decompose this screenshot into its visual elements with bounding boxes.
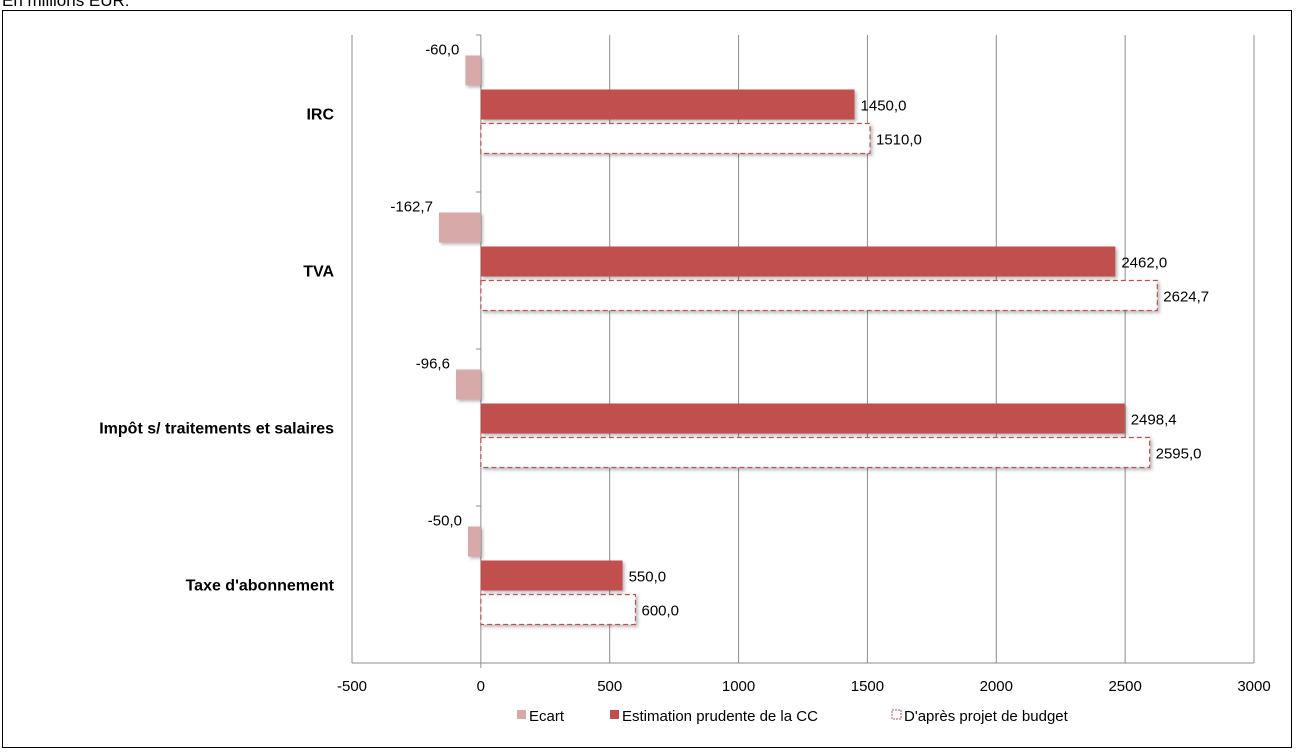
bar (480, 246, 1116, 277)
legend-label: D'après projet de budget (904, 708, 1069, 725)
legend: Ecart Estimation prudente de la CC D'après… (517, 708, 1069, 725)
data-label: 2498,4 (1131, 412, 1177, 429)
x-tick-label: 500 (597, 678, 622, 695)
bar (480, 122, 871, 155)
legend-swatch (517, 710, 526, 719)
data-label: 1510,0 (876, 132, 922, 149)
chart-frame: -60,0 1450,0 1510,0 -162,7 2462,0 2624,7 -96,6… (2, 10, 1292, 748)
x-tick-labels: -500 0 500 1000 1500 2000 2500 3000 (337, 678, 1271, 695)
data-label: 1450,0 (861, 98, 907, 115)
data-labels: -60,0 1450,0 1510,0 -162,7 2462,0 2624,7 -96,6… (390, 42, 1209, 620)
bar (467, 526, 481, 557)
x-tick-label: 1000 (722, 678, 755, 695)
bar (455, 369, 481, 400)
data-label: 2595,0 (1156, 446, 1202, 463)
legend-swatch (891, 709, 902, 720)
category-label: IRC (306, 107, 334, 124)
bar (480, 403, 1125, 434)
data-label: 2624,7 (1163, 289, 1209, 306)
bar (480, 279, 1158, 312)
x-tick-label: 1500 (851, 678, 884, 695)
data-label: -50,0 (428, 513, 462, 530)
data-label: -162,7 (390, 199, 433, 216)
x-tick-label: -500 (337, 678, 367, 695)
category-label: Taxe d'abonnement (186, 578, 335, 595)
bar (480, 560, 623, 591)
bars (438, 55, 1158, 626)
bar (480, 436, 1151, 469)
data-label: -96,6 (416, 356, 450, 373)
legend-label: Estimation prudente de la CC (622, 708, 818, 725)
category-label: Impôt s/ traitements et salaires (99, 421, 334, 438)
data-label: 600,0 (641, 603, 679, 620)
category-labels: IRC TVA Impôt s/ traitements et salaires Ta… (99, 107, 334, 595)
data-label: 550,0 (629, 569, 667, 586)
category-label: TVA (303, 264, 334, 281)
page-title: En millions EUR: (2, 0, 130, 10)
legend-swatch (610, 710, 619, 719)
bar (465, 55, 481, 86)
chart: -60,0 1450,0 1510,0 -162,7 2462,0 2624,7 -96,6… (99, 34, 1271, 725)
bar (480, 89, 855, 120)
x-tick-label: 2000 (980, 678, 1013, 695)
x-tick-label: 3000 (1237, 678, 1270, 695)
legend-label: Ecart (529, 708, 565, 725)
x-tick-label: 2500 (1108, 678, 1141, 695)
x-tick-label: 0 (477, 678, 485, 695)
data-label: 2462,0 (1121, 255, 1167, 272)
bar (438, 212, 481, 243)
bar (480, 593, 637, 626)
data-label: -60,0 (425, 42, 459, 59)
